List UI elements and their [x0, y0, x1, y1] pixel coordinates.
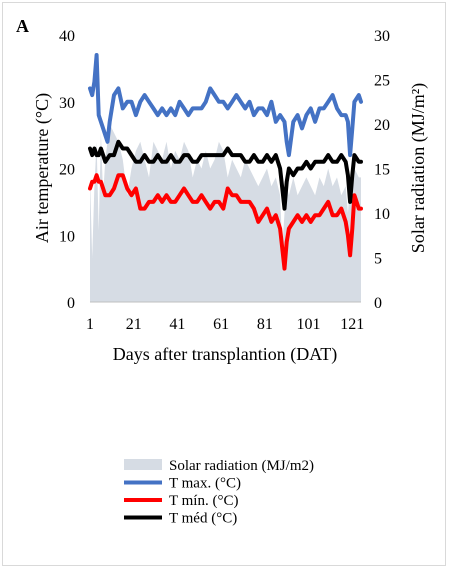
x-tick-label: 121 — [340, 316, 364, 333]
y-left-tick-label: 30 — [59, 95, 75, 112]
y-left-tick-label: 20 — [59, 162, 75, 179]
x-tick-label: 1 — [86, 316, 94, 333]
x-tick-label: 61 — [213, 316, 229, 333]
series-area-solar-radiation — [90, 124, 361, 302]
legend: Solar radiation (MJ/m2) T max. (°C)T mín.… — [124, 458, 314, 527]
legend-label: Solar radiation (MJ/m2) — [169, 458, 314, 474]
y-right-tick-label: 5 — [374, 251, 382, 268]
x-tick-label: 41 — [169, 316, 185, 333]
plot-area — [88, 53, 363, 302]
y-axis-right-title: Solar radiation (MJ/m²) — [408, 83, 429, 253]
series-line-3 — [88, 139, 363, 211]
series-line-1 — [88, 53, 363, 158]
y-left-tick-label: 10 — [59, 228, 75, 245]
x-tick-label: 21 — [126, 316, 142, 333]
legend-label: T méd (°C) — [169, 511, 237, 527]
y-left-tick-label: 0 — [67, 295, 75, 312]
y-right-tick-label: 20 — [374, 117, 390, 134]
x-axis-title: Days after transplantion (DAT) — [113, 344, 337, 365]
y-right-tick-label: 15 — [374, 162, 390, 179]
y-left-tick-label: 40 — [59, 28, 75, 45]
y-right-tick-label: 30 — [374, 28, 390, 45]
y-right-tick-label: 10 — [374, 206, 390, 223]
x-tick-label: 81 — [257, 316, 273, 333]
y-right-tick-label: 25 — [374, 73, 390, 90]
x-tick-label: 101 — [297, 316, 321, 333]
panel-label: A — [16, 16, 29, 36]
y-right-tick-label: 0 — [374, 295, 382, 312]
figure-frame — [2, 2, 446, 566]
legend-label: T max. (°C) — [169, 476, 241, 492]
series-line-2 — [88, 173, 363, 271]
y-axis-left-title: Air temperature (°C) — [32, 93, 53, 243]
legend-label: T mín. (°C) — [169, 493, 238, 509]
legend-swatch — [124, 459, 162, 470]
